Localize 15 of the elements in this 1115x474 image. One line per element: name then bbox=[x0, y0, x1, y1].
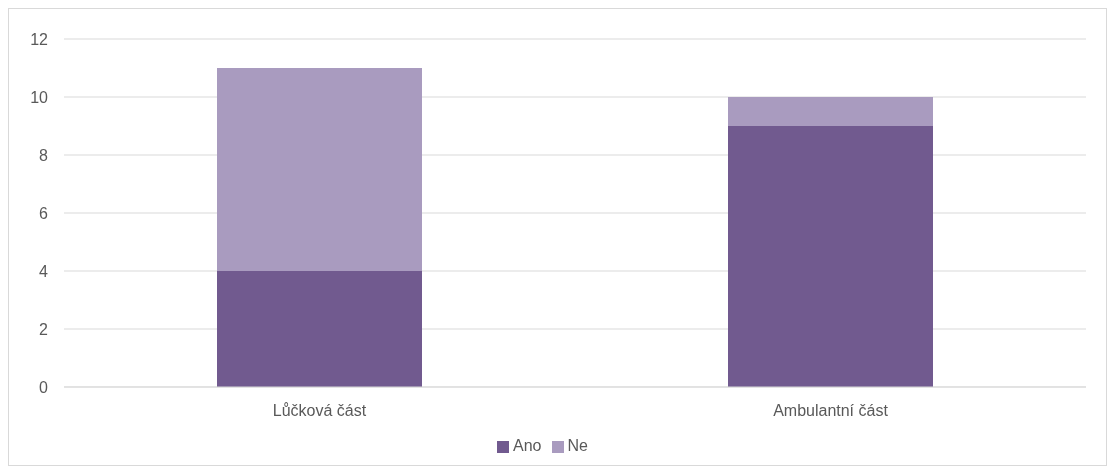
bar bbox=[217, 68, 422, 271]
bar bbox=[728, 97, 933, 126]
y-tick-label: 6 bbox=[39, 204, 49, 222]
y-tick-label: 8 bbox=[39, 146, 49, 164]
y-tick-label: 2 bbox=[39, 320, 49, 338]
y-tick-label: 4 bbox=[39, 262, 49, 280]
bar bbox=[217, 271, 422, 387]
y-tick-label: 10 bbox=[30, 88, 49, 106]
x-tick-label: Ambulantní část bbox=[773, 402, 889, 420]
bar bbox=[728, 126, 933, 387]
y-tick-label: 12 bbox=[30, 30, 49, 48]
y-tick-label: 0 bbox=[39, 378, 49, 396]
legend-label: Ne bbox=[567, 437, 588, 454]
x-tick-label: Lůčková část bbox=[272, 402, 367, 420]
legend-label: Ano bbox=[513, 437, 542, 454]
